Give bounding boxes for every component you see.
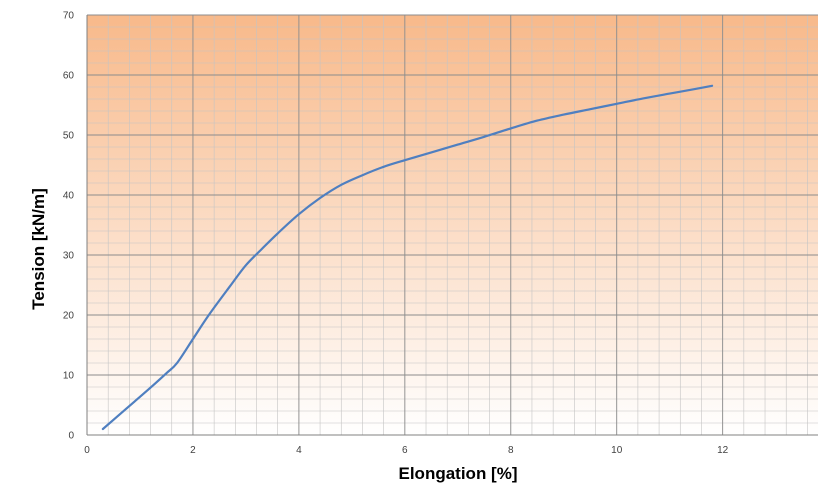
y-tick-label: 0 [68,431,74,442]
plot-area [87,15,818,435]
x-tick-labels: 0 2 4 6 8 10 12 [84,445,728,456]
x-tick-label: 12 [717,445,729,456]
x-tick-label: 10 [611,445,623,456]
y-tick-label: 60 [63,71,75,82]
y-axis-title: Tension [kN/m] [29,188,48,310]
x-tick-label: 2 [190,445,196,456]
y-tick-label: 10 [63,371,75,382]
y-tick-label: 30 [63,251,75,262]
y-tick-label: 20 [63,311,75,322]
y-tick-label: 50 [63,131,75,142]
x-tick-label: 8 [508,445,514,456]
x-tick-label: 6 [402,445,408,456]
x-axis-title: Elongation [%] [399,464,518,483]
x-tick-label: 4 [296,445,302,456]
tension-curve [101,84,714,431]
y-tick-label: 70 [63,11,75,22]
major-gridlines [86,14,818,436]
x-tick-label: 0 [84,445,90,456]
y-tick-labels: 0 10 20 30 40 50 60 70 [63,11,75,442]
y-tick-label: 40 [63,191,75,202]
